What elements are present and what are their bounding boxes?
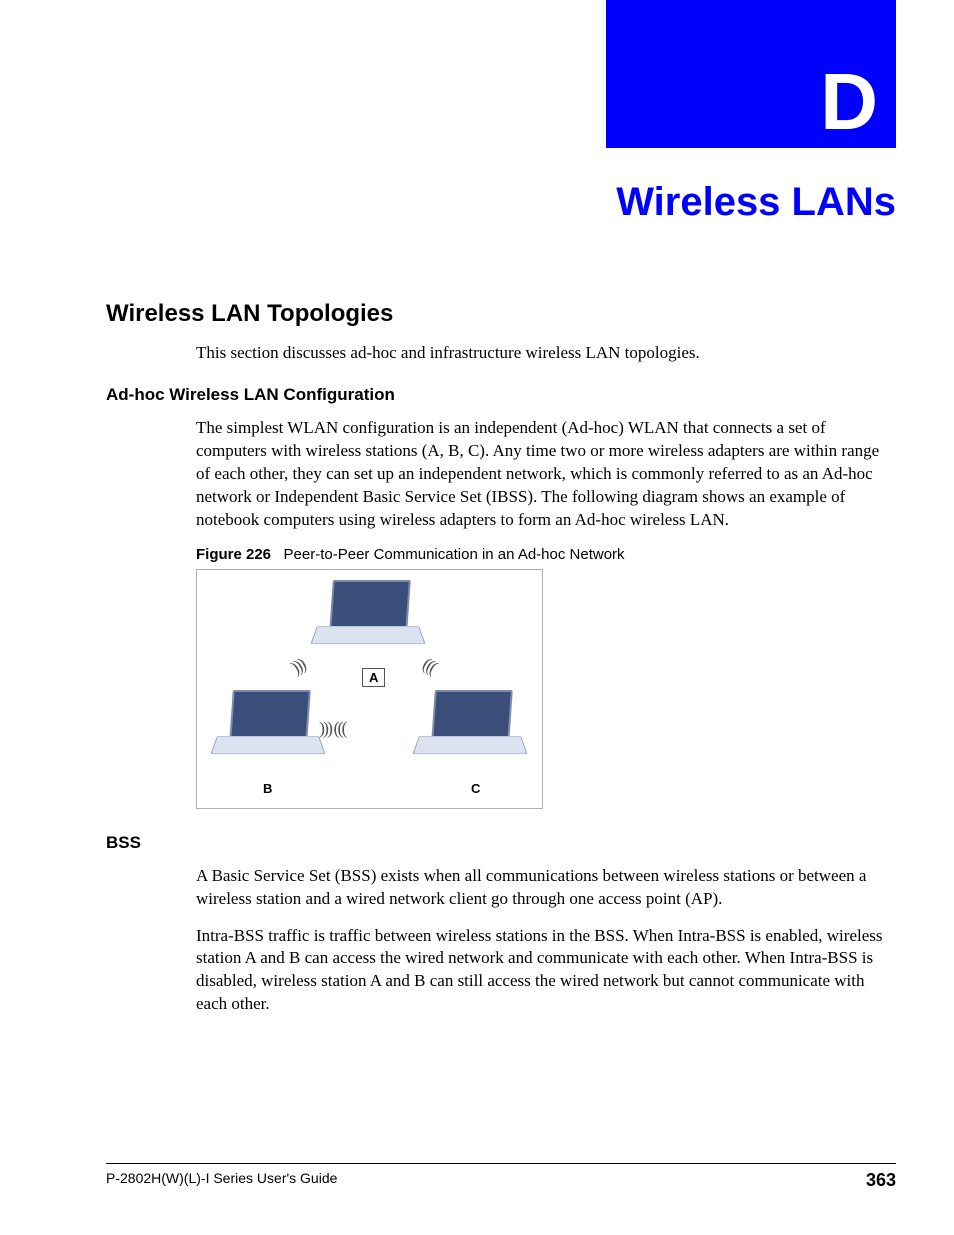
wireless-signal-icon: ))) ((( [319,718,345,739]
laptop-a-icon [317,580,422,660]
node-label-c: C [465,780,486,797]
chapter-title: Wireless LANs [616,180,896,225]
appendix-letter: D [820,62,878,142]
content-area: Wireless LAN Topologies This section dis… [106,300,896,1030]
adhoc-body: The simplest WLAN configuration is an in… [106,417,896,532]
bss-p2: Intra-BSS traffic is traffic between wir… [106,925,896,1017]
bss-p1: A Basic Service Set (BSS) exists when al… [106,865,896,911]
footer-guide-title: P-2802H(W)(L)-I Series User's Guide [106,1170,337,1191]
page: D Wireless LANs Wireless LAN Topologies … [0,0,954,1235]
laptop-c-icon [419,690,524,770]
figure-label: Figure 226 [196,546,271,563]
subsection-heading-bss: BSS [106,833,896,853]
node-label-a: A [362,668,385,687]
laptop-b-icon [217,690,322,770]
page-number: 363 [866,1170,896,1191]
figure-diagram: A ))) ))) B ))) ((( C [196,569,543,809]
wireless-signal-icon: ))) [288,654,309,678]
page-footer: P-2802H(W)(L)-I Series User's Guide 363 [106,1163,896,1191]
subsection-heading-adhoc: Ad-hoc Wireless LAN Configuration [106,385,896,405]
wireless-signal-icon: ))) [421,654,442,678]
section-heading: Wireless LAN Topologies [106,300,896,328]
section-intro: This section discusses ad-hoc and infras… [106,342,896,365]
figure-caption: Figure 226 Peer-to-Peer Communication in… [106,546,896,563]
node-label-b: B [257,780,278,797]
appendix-badge: D [606,0,896,148]
figure-caption-text: Peer-to-Peer Communication in an Ad-hoc … [284,546,625,563]
